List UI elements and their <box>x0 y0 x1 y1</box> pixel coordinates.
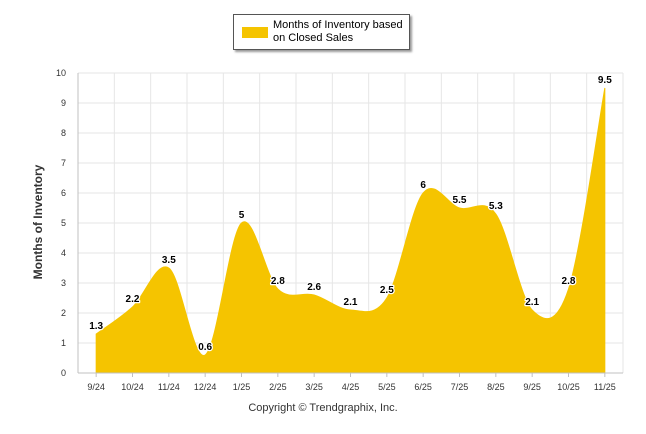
y-tick-label: 0 <box>61 368 66 378</box>
data-label-5/25: 2.5 <box>380 285 394 296</box>
data-label-10/24: 2.2 <box>126 294 140 305</box>
data-label-9/25: 2.1 <box>525 297 539 308</box>
y-axis-title: Months of Inventory <box>31 164 45 280</box>
x-tick-label: 11/24 <box>158 382 180 392</box>
data-label-12/24: 0.6 <box>198 342 212 353</box>
y-tick-label: 3 <box>61 278 66 288</box>
x-tick-label: 6/25 <box>414 382 432 392</box>
y-tick-label: 10 <box>56 68 66 78</box>
x-tick-label: 4/25 <box>342 382 360 392</box>
x-tick-label: 1/25 <box>233 382 251 392</box>
y-tick-label: 5 <box>61 218 66 228</box>
data-label-9/24: 1.3 <box>89 321 103 332</box>
copyright-text: Copyright © Trendgraphix, Inc. <box>248 402 398 414</box>
data-label-11/25: 9.5 <box>598 75 612 86</box>
y-tick-label: 9 <box>61 98 66 108</box>
x-tick-label: 9/25 <box>523 382 541 392</box>
y-tick-label: 2 <box>61 308 66 318</box>
data-label-6/25: 6 <box>420 180 426 191</box>
data-label-3/25: 2.6 <box>307 282 321 293</box>
x-tick-label: 3/25 <box>305 382 323 392</box>
data-labels: 1.3 2.2 3.5 0.6 5 2.8 2.6 2.1 2.5 6 5.5 5.3 2.1 2.8 9.… <box>88 74 614 355</box>
data-label-10/25: 2.8 <box>562 276 576 287</box>
x-tick-label: 10/24 <box>121 382 144 392</box>
data-label-8/25: 5.3 <box>489 201 503 212</box>
y-tick-label: 1 <box>61 338 66 348</box>
y-tick-label: 4 <box>61 248 66 258</box>
legend-label: Months of Inventory based on Closed Sale… <box>273 19 403 44</box>
legend-swatch <box>242 27 268 38</box>
x-tick-label: 8/25 <box>487 382 505 392</box>
x-tick-label: 11/25 <box>594 382 616 392</box>
x-tick-label: 10/25 <box>557 382 580 392</box>
x-tick-label: 5/25 <box>378 382 396 392</box>
area-series <box>95 87 606 374</box>
axes: 0 1 2 3 4 5 6 7 8 9 10 9/24 10/24 11/24 12/24 1/25 2/25 3… <box>56 68 623 392</box>
data-label-2/25: 2.8 <box>271 276 285 287</box>
x-tick-label: 12/24 <box>194 382 217 392</box>
legend: Months of Inventory based on Closed Sale… <box>233 14 410 50</box>
area-series-fill <box>95 87 606 374</box>
x-tick-label: 9/24 <box>87 382 105 392</box>
data-label-7/25: 5.5 <box>453 195 467 206</box>
data-label-1/25: 5 <box>239 210 245 221</box>
x-tick-label: 2/25 <box>269 382 287 392</box>
y-tick-label: 6 <box>61 188 66 198</box>
y-tick-label: 8 <box>61 128 66 138</box>
data-label-11/24: 3.5 <box>162 255 176 266</box>
x-tick-label: 7/25 <box>451 382 469 392</box>
y-tick-label: 7 <box>61 158 66 168</box>
data-label-4/25: 2.1 <box>344 297 358 308</box>
